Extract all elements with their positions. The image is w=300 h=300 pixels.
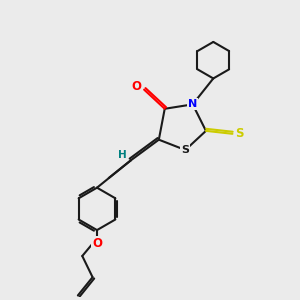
Text: S: S xyxy=(181,145,189,155)
Text: O: O xyxy=(132,80,142,93)
Text: O: O xyxy=(92,237,102,250)
Text: N: N xyxy=(188,99,197,110)
Text: S: S xyxy=(236,127,244,140)
Text: H: H xyxy=(118,150,126,160)
